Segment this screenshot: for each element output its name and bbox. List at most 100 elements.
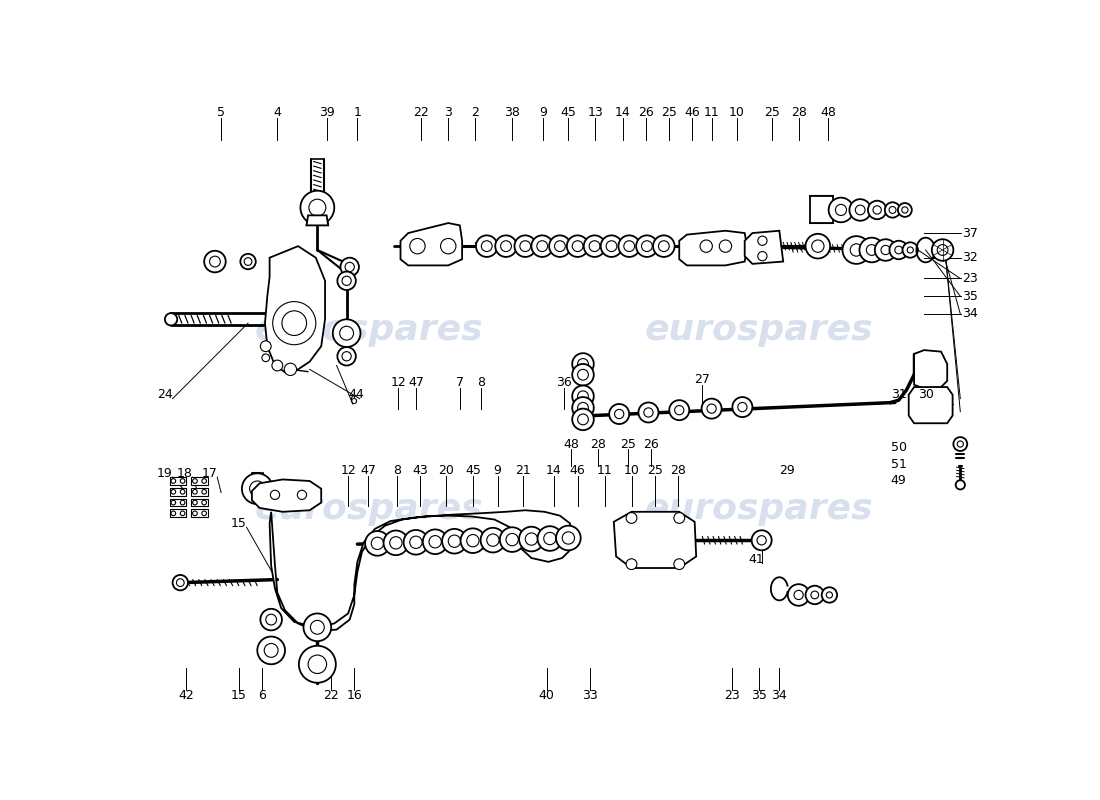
Circle shape [549, 235, 571, 257]
Text: 13: 13 [587, 106, 603, 119]
Bar [191, 498, 208, 506]
Circle shape [244, 258, 252, 266]
Text: 44: 44 [348, 388, 364, 402]
Circle shape [299, 646, 336, 682]
Circle shape [261, 609, 282, 630]
Text: 11: 11 [596, 465, 613, 478]
Text: 8: 8 [477, 376, 485, 389]
Circle shape [626, 513, 637, 523]
Circle shape [609, 404, 629, 424]
Text: eurospares: eurospares [254, 313, 483, 347]
Circle shape [932, 239, 954, 261]
Circle shape [757, 536, 767, 545]
Bar [810, 196, 834, 223]
Circle shape [192, 490, 197, 494]
Circle shape [554, 241, 565, 251]
Circle shape [384, 530, 408, 555]
Circle shape [758, 236, 767, 246]
Text: 26: 26 [638, 106, 654, 119]
Circle shape [874, 239, 896, 261]
Polygon shape [400, 223, 462, 266]
Text: 47: 47 [408, 376, 424, 389]
Circle shape [794, 590, 803, 599]
Circle shape [242, 474, 273, 504]
Circle shape [843, 236, 870, 264]
Text: 25: 25 [619, 438, 636, 450]
Text: 38: 38 [504, 106, 520, 119]
Text: 22: 22 [323, 689, 339, 702]
Text: 24: 24 [157, 388, 173, 402]
Polygon shape [914, 350, 947, 389]
Circle shape [659, 241, 669, 251]
Text: 42: 42 [178, 689, 195, 702]
Circle shape [578, 358, 588, 370]
Circle shape [707, 404, 716, 414]
Circle shape [537, 241, 548, 251]
Text: 25: 25 [647, 465, 662, 478]
Circle shape [170, 490, 176, 494]
Text: 45: 45 [465, 465, 481, 478]
Circle shape [262, 354, 270, 362]
Bar [169, 510, 186, 517]
Circle shape [873, 206, 881, 214]
Circle shape [578, 370, 588, 380]
Text: 28: 28 [791, 106, 807, 119]
Text: 47: 47 [360, 465, 376, 478]
Text: 43: 43 [411, 465, 428, 478]
Text: 6: 6 [349, 394, 356, 406]
Circle shape [165, 313, 177, 326]
Text: 12: 12 [340, 465, 356, 478]
Circle shape [264, 643, 278, 658]
Circle shape [297, 490, 307, 499]
Circle shape [811, 591, 818, 599]
Circle shape [822, 587, 837, 602]
Circle shape [180, 490, 185, 494]
Text: 28: 28 [670, 465, 685, 478]
Text: 19: 19 [157, 467, 173, 480]
Text: 31: 31 [891, 388, 906, 402]
Circle shape [442, 529, 466, 554]
Circle shape [499, 527, 525, 552]
Circle shape [506, 534, 518, 546]
Circle shape [180, 500, 185, 505]
Circle shape [422, 530, 448, 554]
Circle shape [342, 276, 351, 286]
Circle shape [856, 205, 865, 215]
Text: 39: 39 [319, 106, 334, 119]
Circle shape [310, 620, 324, 634]
Circle shape [202, 478, 207, 483]
Circle shape [889, 206, 896, 214]
Circle shape [476, 235, 497, 257]
Circle shape [636, 235, 658, 257]
Circle shape [202, 500, 207, 505]
Circle shape [674, 513, 684, 523]
Bar [191, 477, 208, 485]
Text: 34: 34 [962, 307, 978, 321]
Bar [169, 477, 186, 485]
Text: 46: 46 [684, 106, 701, 119]
Text: 45: 45 [560, 106, 576, 119]
Text: 48: 48 [820, 106, 836, 119]
Circle shape [626, 558, 637, 570]
Circle shape [192, 478, 197, 483]
Circle shape [440, 238, 455, 254]
Text: 15: 15 [231, 689, 246, 702]
Text: 7: 7 [455, 376, 464, 389]
Text: 32: 32 [962, 251, 978, 264]
Circle shape [606, 241, 617, 251]
Circle shape [894, 246, 902, 254]
Text: 9: 9 [539, 106, 547, 119]
Text: 41: 41 [748, 553, 764, 566]
Text: 2: 2 [471, 106, 480, 119]
Circle shape [572, 397, 594, 418]
Circle shape [902, 242, 917, 258]
Text: 12: 12 [390, 376, 406, 389]
Circle shape [572, 364, 594, 386]
Circle shape [644, 408, 653, 417]
Text: 10: 10 [729, 106, 745, 119]
Circle shape [700, 240, 713, 252]
Circle shape [404, 530, 428, 554]
Circle shape [257, 637, 285, 664]
Circle shape [338, 271, 356, 290]
Text: 30: 30 [917, 388, 934, 402]
